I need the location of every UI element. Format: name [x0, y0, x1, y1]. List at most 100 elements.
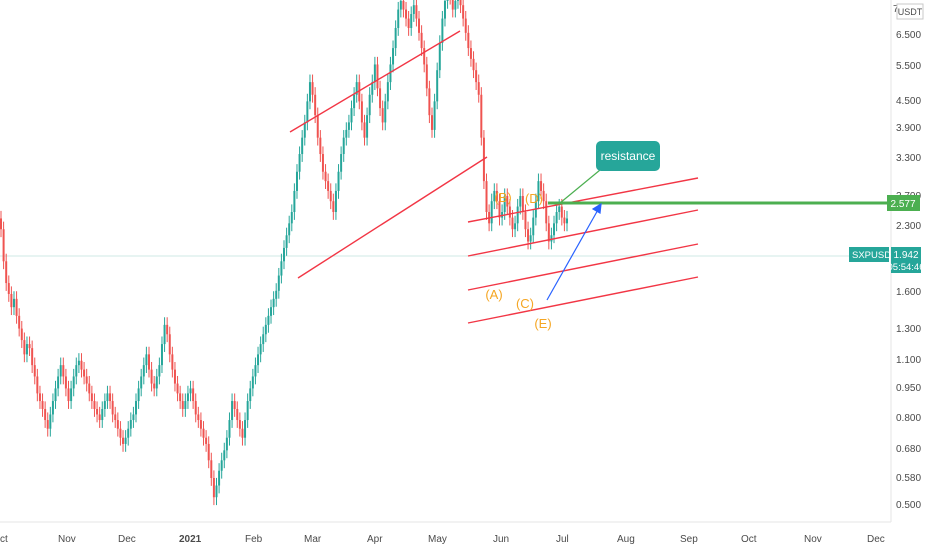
- candle-body: [10, 293, 13, 308]
- candle-body: [334, 190, 337, 212]
- x-tick: Aug: [617, 534, 635, 545]
- candle-body: [418, 18, 421, 33]
- candle-body: [464, 18, 467, 33]
- candle-body: [129, 420, 132, 429]
- candle-body: [160, 344, 163, 366]
- rising-channel-lower: [297, 156, 488, 279]
- candle-body: [428, 88, 431, 116]
- candle-body: [199, 420, 202, 429]
- candle-body: [186, 393, 189, 402]
- x-tick: Sep: [680, 534, 698, 545]
- candle-body: [179, 393, 182, 402]
- candle-body: [480, 94, 483, 138]
- y-tick: 0.680: [896, 444, 921, 455]
- candle-body: [290, 212, 293, 224]
- candle-body: [332, 201, 335, 212]
- candle-body: [2, 229, 5, 262]
- candle-body: [347, 122, 350, 130]
- candle-body: [0, 218, 2, 230]
- candle-body: [277, 275, 280, 291]
- candle-body: [410, 14, 413, 28]
- candle-body: [93, 401, 96, 409]
- candle-body: [218, 470, 221, 486]
- y-tick: 3.900: [896, 123, 921, 134]
- candle-body: [420, 32, 423, 49]
- candle-body: [153, 383, 156, 389]
- candle-body: [392, 48, 395, 65]
- y-tick: 0.580: [896, 473, 921, 484]
- resistance-callout[interactable]: resistance: [596, 141, 660, 171]
- candle-body: [5, 261, 8, 284]
- candle-body: [475, 70, 478, 83]
- candle-body: [7, 283, 10, 294]
- candle-body: [228, 420, 231, 438]
- candle-body: [295, 171, 298, 191]
- candle-body: [527, 229, 530, 242]
- candle-body: [555, 212, 558, 224]
- candle-body: [197, 414, 200, 421]
- candle-body: [150, 369, 153, 384]
- candle-body: [415, 5, 418, 19]
- candle-body: [59, 365, 62, 377]
- candle-body: [223, 450, 226, 461]
- currency-badge[interactable]: USDT: [896, 3, 924, 20]
- candle-body: [184, 401, 187, 409]
- candle-body: [368, 94, 371, 116]
- y-axis[interactable]: 7. 6.500 5.500 4.500 3.900 3.300 2.700 2…: [893, 4, 921, 511]
- candle-body: [384, 101, 387, 123]
- x-tick: 2021: [179, 534, 202, 545]
- candle-body: [46, 420, 49, 429]
- candle-body: [566, 218, 568, 224]
- candle-body: [132, 414, 135, 421]
- resistance-price-tag: 2.577: [887, 195, 920, 211]
- candle-body: [181, 401, 184, 409]
- candle-body: [272, 298, 275, 308]
- candle-body: [137, 388, 140, 402]
- candle-body: [145, 354, 148, 366]
- candle-body: [202, 428, 205, 438]
- x-tick: Dec: [867, 534, 885, 545]
- candle-body: [192, 388, 195, 402]
- candle-body: [521, 196, 524, 212]
- candle-body: [109, 393, 112, 402]
- x-tick: Oct: [741, 534, 757, 545]
- candle-body: [472, 58, 475, 71]
- candle-body: [122, 437, 125, 444]
- y-tick: 3.300: [896, 153, 921, 164]
- resistance-pointer: [559, 169, 601, 204]
- candle-body: [306, 101, 309, 123]
- candle-body: [493, 190, 496, 202]
- candle-body: [563, 217, 566, 224]
- candle-body: [355, 82, 358, 95]
- candle-body: [436, 70, 439, 102]
- falling-channel-line-3: [467, 243, 699, 291]
- candle-body: [451, 0, 454, 10]
- candle-body: [64, 376, 67, 389]
- candle-body: [75, 365, 78, 377]
- candle-body: [135, 401, 138, 415]
- candle-body: [80, 360, 83, 370]
- candle-body: [298, 154, 301, 172]
- candle-body: [264, 324, 267, 335]
- candle-body: [83, 369, 86, 377]
- candle-body: [540, 181, 543, 191]
- wave-label-a: (A): [485, 287, 502, 302]
- candle-body: [514, 223, 517, 230]
- candle-body: [101, 408, 104, 421]
- x-axis[interactable]: ct Nov Dec 2021 Feb Mar Apr May Jun Jul …: [0, 534, 885, 545]
- candle-body: [553, 223, 556, 236]
- y-tick: 1.300: [896, 324, 921, 335]
- candle-body: [506, 196, 509, 207]
- candle-body: [225, 437, 228, 451]
- x-tick: ct: [0, 534, 8, 545]
- candle-body: [166, 324, 169, 335]
- candle-body: [168, 334, 171, 355]
- candle-body: [163, 324, 166, 345]
- candle-body: [345, 129, 348, 138]
- candle-body: [28, 344, 31, 349]
- candle-body: [467, 32, 470, 49]
- candle-body: [220, 460, 223, 471]
- x-tick: Jul: [556, 534, 569, 545]
- y-tick: 1.100: [896, 355, 921, 366]
